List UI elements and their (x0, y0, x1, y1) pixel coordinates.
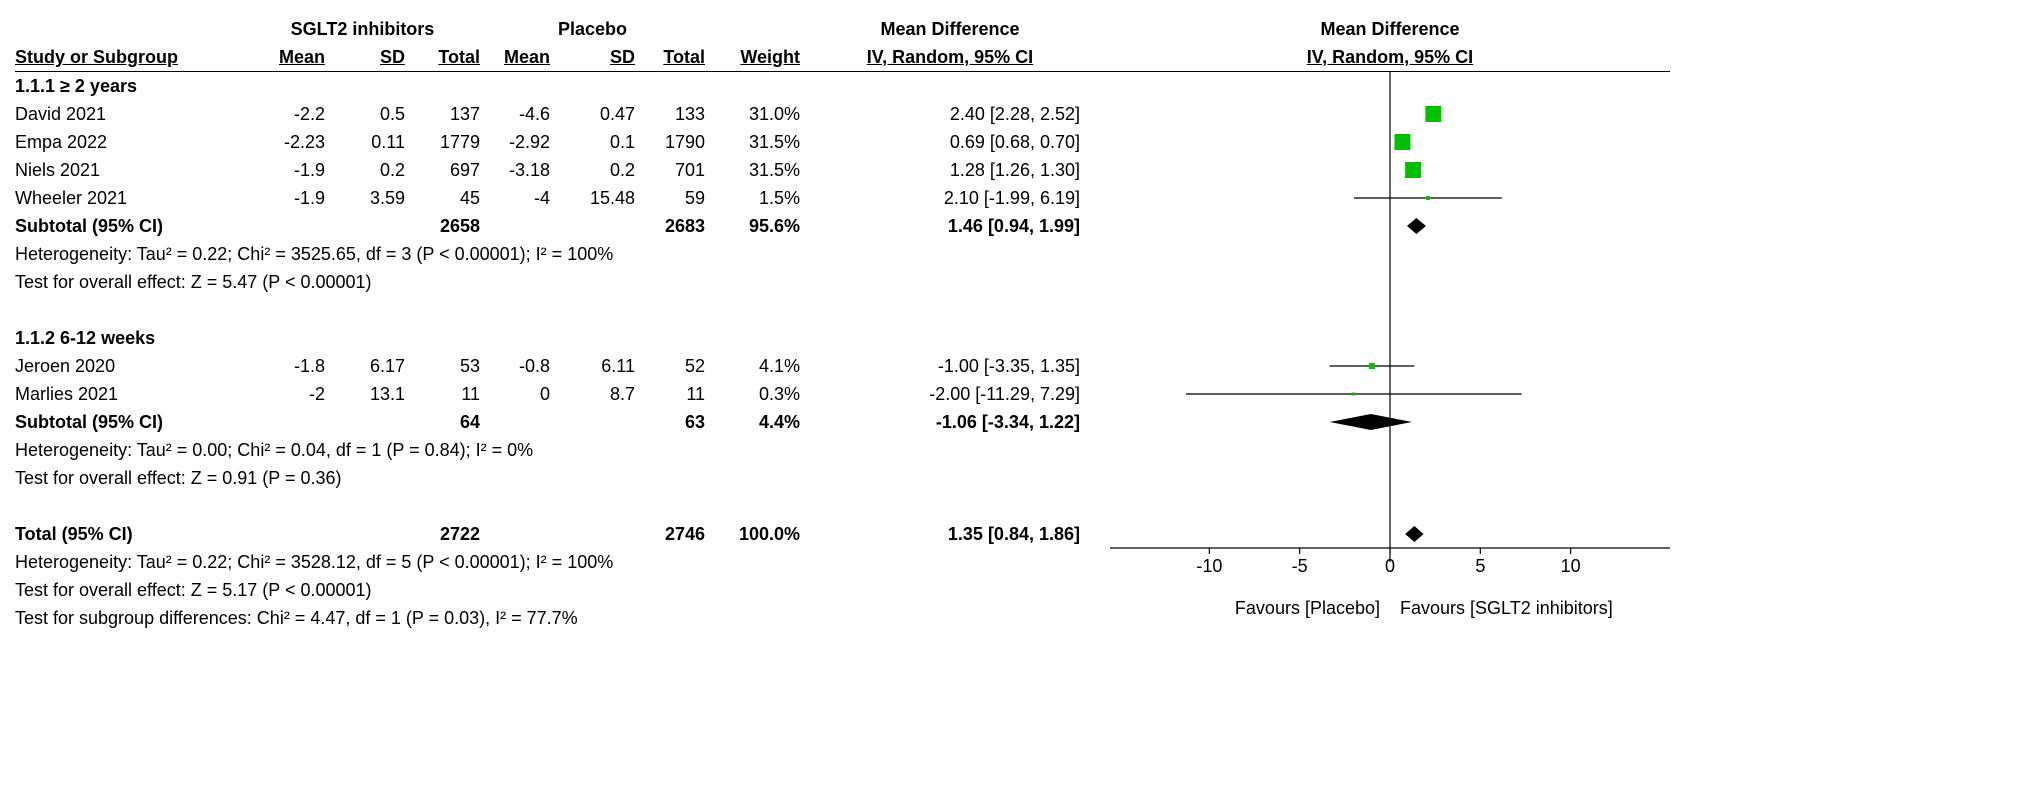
subgroup-title-row: 1.1.2 6-12 weeks (15, 324, 1110, 352)
study-row: Jeroen 2020-1.86.1753-0.86.11524.1%-1.00… (15, 352, 1110, 380)
summary-diamond (1330, 414, 1412, 430)
total-effect-text: Test for overall effect: Z = 5.17 (P < 0… (15, 576, 1075, 604)
subtotal-row: Subtotal (95% CI)64634.4%-1.06 [-3.34, 1… (15, 408, 1110, 436)
favours-right-label: Favours [SGLT2 inhibitors] (1400, 598, 1613, 618)
point-estimate-box (1405, 162, 1421, 178)
overall-effect-text: Test for overall effect: Z = 0.91 (P = 0… (15, 464, 1075, 492)
subgroup-diff-text: Test for subgroup differences: Chi² = 4.… (15, 604, 1075, 632)
col-study: Study or Subgroup (15, 43, 245, 71)
subgroup-title-row: 1.1.1 ≥ 2 years (15, 72, 1110, 100)
x-tick-label: -10 (1196, 556, 1222, 576)
summary-diamond (1405, 526, 1423, 542)
forest-plot-svg: -10 -5 0 5 10 Favours [Placebo] Favours [SGLT2… (1110, 72, 1670, 632)
point-estimate-box (1425, 106, 1441, 122)
study-row: Marlies 2021-213.11108.7110.3%-2.00 [-11… (15, 380, 1110, 408)
col-sd2: SD (550, 43, 635, 71)
point-estimate-box (1394, 134, 1410, 150)
total-row: Total (95% CI)27222746100.0%1.35 [0.84, … (15, 520, 1110, 548)
forest-plot: SGLT2 inhibitors Placebo Mean Difference… (15, 15, 2017, 632)
col-sd1: SD (325, 43, 405, 71)
heterogeneity-text: Heterogeneity: Tau² = 0.22; Chi² = 3525.… (15, 240, 1075, 268)
header-row-cols: Study or Subgroup Mean SD Total Mean SD … (15, 43, 1110, 72)
favours-left-label: Favours [Placebo] (1235, 598, 1380, 618)
x-tick-label: 10 (1561, 556, 1581, 576)
col-tot1: Total (405, 43, 480, 71)
x-tick-label: -5 (1292, 556, 1308, 576)
subtotal-row: Subtotal (95% CI)2658268395.6%1.46 [0.94… (15, 212, 1110, 240)
col-weight: Weight (705, 43, 800, 71)
study-row: Niels 2021-1.90.2697-3.180.270131.5%1.28… (15, 156, 1110, 184)
plot-header-1: Mean Difference (1110, 15, 1670, 43)
heterogeneity-text: Heterogeneity: Tau² = 0.00; Chi² = 0.04,… (15, 436, 1075, 464)
x-tick-label: 0 (1385, 556, 1395, 576)
study-row: Empa 2022-2.230.111779-2.920.1179031.5%0… (15, 128, 1110, 156)
data-rows-container: 1.1.1 ≥ 2 yearsDavid 2021-2.20.5137-4.60… (15, 72, 1110, 632)
summary-diamond (1407, 218, 1426, 234)
group2-label: Placebo (480, 15, 705, 43)
header-row-groups: SGLT2 inhibitors Placebo Mean Difference (15, 15, 1110, 43)
point-estimate-box (1352, 393, 1355, 396)
total-heterogeneity-text: Heterogeneity: Tau² = 0.22; Chi² = 3528.… (15, 548, 1075, 576)
study-row: Wheeler 2021-1.93.5945-415.48591.5%2.10 … (15, 184, 1110, 212)
col-mean1: Mean (245, 43, 325, 71)
table-area: SGLT2 inhibitors Placebo Mean Difference… (15, 15, 1110, 632)
subgroup-title: 1.1.1 ≥ 2 years (15, 72, 245, 100)
col-mean2: Mean (480, 43, 550, 71)
study-row: David 2021-2.20.5137-4.60.4713331.0%2.40… (15, 100, 1110, 128)
x-tick-label: 5 (1475, 556, 1485, 576)
overall-effect-text: Test for overall effect: Z = 5.47 (P < 0… (15, 268, 1075, 296)
point-estimate-box (1369, 363, 1375, 369)
subgroup-title: 1.1.2 6-12 weeks (15, 324, 245, 352)
plot-header-2: IV, Random, 95% CI (1110, 43, 1670, 71)
col-iv: IV, Random, 95% CI (800, 43, 1080, 71)
col-tot2: Total (635, 43, 705, 71)
group1-label: SGLT2 inhibitors (245, 15, 480, 43)
plot-area: Mean Difference IV, Random, 95% CI -10 -5… (1110, 15, 1670, 632)
md-header: Mean Difference (800, 15, 1080, 43)
point-estimate-box (1426, 196, 1430, 200)
